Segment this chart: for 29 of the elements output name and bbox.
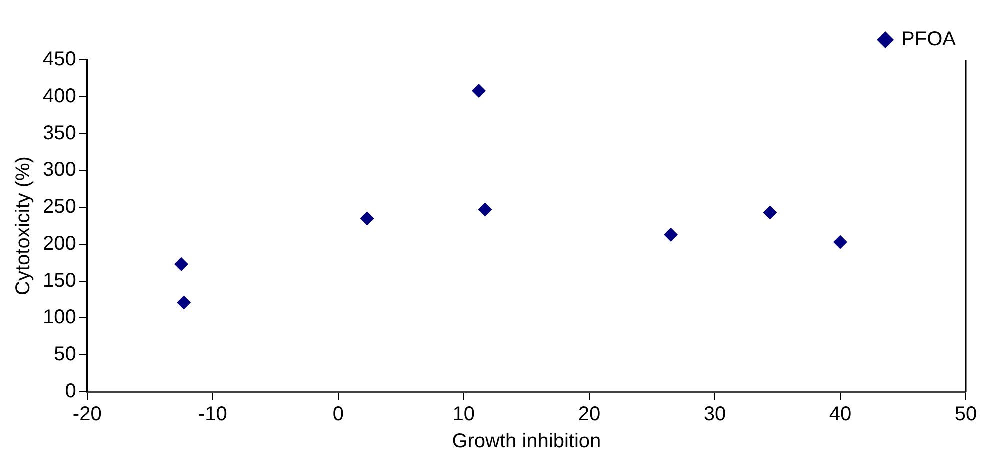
x-tick-label: 40: [829, 404, 852, 426]
x-axis-title: Growth inhibition: [452, 430, 602, 453]
y-tick-label: 0: [65, 380, 76, 403]
x-tick-label: -10: [198, 404, 228, 426]
legend-label: PFOA: [902, 28, 957, 51]
x-tick-label: 0: [332, 404, 344, 426]
y-tick-label: 150: [42, 270, 76, 292]
point: [664, 228, 678, 242]
y-tick-label: 450: [42, 48, 76, 71]
point: [478, 202, 492, 217]
point: [177, 296, 192, 310]
y-tick-label: 100: [42, 306, 76, 329]
point: [763, 206, 778, 220]
x-tick-label: -20: [72, 404, 102, 426]
y-tick-label: 200: [42, 232, 76, 255]
y-tick-label: 350: [42, 122, 76, 144]
y-tick-label: 300: [42, 159, 76, 182]
point: [360, 212, 374, 226]
point: [174, 257, 189, 272]
x-tick-label: 50: [954, 404, 978, 426]
y-axis-title: Cytotoxicity (%): [12, 156, 35, 296]
x-tick-label: 10: [452, 404, 476, 426]
y-tick-label: 400: [42, 85, 76, 108]
point: [472, 84, 486, 98]
x-tick-label: 30: [704, 404, 726, 426]
x-tick-label: 20: [578, 404, 601, 426]
point: [833, 235, 848, 250]
y-tick-label: 50: [54, 344, 76, 366]
y-tick-label: 250: [42, 196, 76, 218]
